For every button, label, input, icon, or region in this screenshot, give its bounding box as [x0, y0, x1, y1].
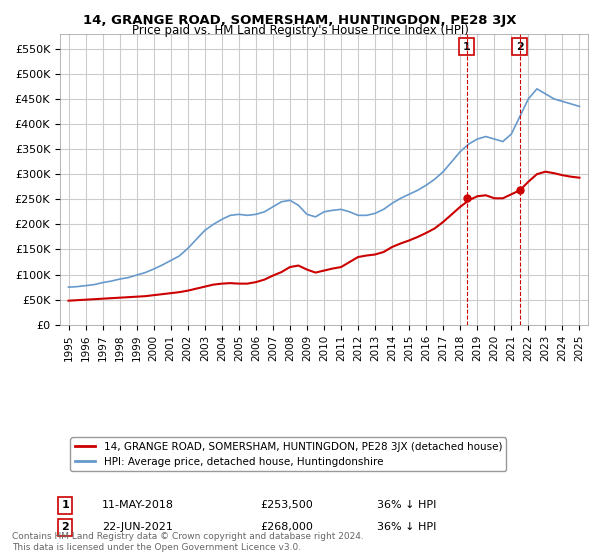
Text: 1: 1 — [463, 41, 470, 52]
Text: Price paid vs. HM Land Registry's House Price Index (HPI): Price paid vs. HM Land Registry's House … — [131, 24, 469, 36]
Legend: 14, GRANGE ROAD, SOMERSHAM, HUNTINGDON, PE28 3JX (detached house), HPI: Average : 14, GRANGE ROAD, SOMERSHAM, HUNTINGDON, … — [70, 437, 506, 471]
Text: £253,500: £253,500 — [260, 500, 313, 510]
Text: 36% ↓ HPI: 36% ↓ HPI — [377, 522, 436, 532]
Text: 22-JUN-2021: 22-JUN-2021 — [102, 522, 173, 532]
Text: 2: 2 — [515, 41, 523, 52]
Text: 14, GRANGE ROAD, SOMERSHAM, HUNTINGDON, PE28 3JX: 14, GRANGE ROAD, SOMERSHAM, HUNTINGDON, … — [83, 14, 517, 27]
Text: £268,000: £268,000 — [260, 522, 314, 532]
Text: Contains HM Land Registry data © Crown copyright and database right 2024.
This d: Contains HM Land Registry data © Crown c… — [12, 532, 364, 552]
Text: 1: 1 — [61, 500, 69, 510]
Text: 36% ↓ HPI: 36% ↓ HPI — [377, 500, 436, 510]
Text: 11-MAY-2018: 11-MAY-2018 — [102, 500, 174, 510]
Text: 2: 2 — [61, 522, 69, 532]
